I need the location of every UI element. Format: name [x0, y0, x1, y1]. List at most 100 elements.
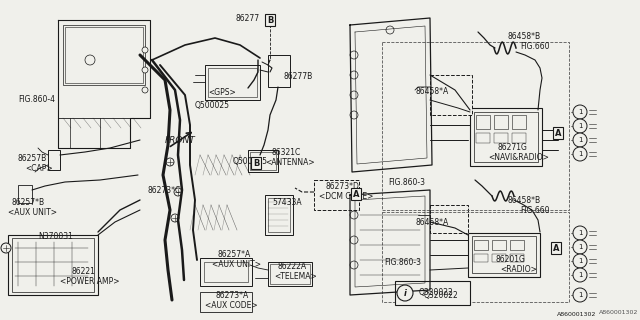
- Bar: [8, 235, 98, 295]
- Circle shape: [350, 236, 358, 244]
- Circle shape: [174, 188, 182, 196]
- Circle shape: [350, 91, 358, 99]
- Text: <CAP>: <CAP>: [25, 164, 52, 173]
- Bar: [494, 133, 508, 143]
- Text: i: i: [404, 289, 406, 298]
- Bar: [492, 254, 506, 262]
- Text: 86257B: 86257B: [18, 154, 47, 163]
- Text: 1: 1: [578, 244, 582, 250]
- Text: Q500025: Q500025: [195, 101, 230, 110]
- Text: 86222A: 86222A: [278, 262, 307, 271]
- Text: B: B: [267, 15, 273, 25]
- Bar: [474, 240, 488, 250]
- Bar: [270, 264, 310, 284]
- Text: A: A: [353, 189, 359, 198]
- Text: 86273*C: 86273*C: [148, 186, 181, 195]
- Text: 1: 1: [578, 258, 582, 264]
- Circle shape: [1, 243, 11, 253]
- Bar: [474, 112, 538, 162]
- Circle shape: [85, 55, 95, 65]
- Bar: [12, 238, 94, 292]
- Bar: [65, 27, 143, 83]
- Circle shape: [350, 71, 358, 79]
- Bar: [268, 262, 312, 286]
- Text: A: A: [553, 244, 559, 252]
- Text: <AUX UNIT>: <AUX UNIT>: [8, 208, 57, 217]
- Bar: [63, 25, 145, 85]
- Text: Q320022: Q320022: [419, 289, 454, 298]
- Circle shape: [573, 268, 587, 282]
- Text: B: B: [253, 158, 259, 167]
- Bar: [510, 240, 524, 250]
- Circle shape: [573, 226, 587, 240]
- Text: <AUX UNIT>: <AUX UNIT>: [212, 260, 261, 269]
- Circle shape: [142, 87, 148, 93]
- Text: <GPS>: <GPS>: [208, 88, 236, 97]
- Circle shape: [573, 240, 587, 254]
- Bar: [395, 281, 470, 305]
- Bar: [265, 195, 293, 235]
- Circle shape: [573, 147, 587, 161]
- Bar: [268, 198, 290, 232]
- Text: FIG.860-3: FIG.860-3: [384, 258, 421, 267]
- Bar: [470, 108, 542, 166]
- Text: Q500025: Q500025: [233, 157, 268, 166]
- Bar: [48, 150, 60, 170]
- Bar: [18, 185, 32, 203]
- Text: <POWER AMP>: <POWER AMP>: [60, 277, 120, 286]
- Text: 86458*B: 86458*B: [508, 196, 541, 205]
- Circle shape: [350, 51, 358, 59]
- Bar: [200, 292, 252, 312]
- Circle shape: [142, 67, 148, 73]
- Text: 86221: 86221: [72, 267, 96, 276]
- Bar: [200, 258, 252, 286]
- Bar: [250, 152, 276, 170]
- Bar: [476, 115, 490, 129]
- Bar: [268, 55, 290, 87]
- Text: 86277B: 86277B: [284, 72, 313, 81]
- Bar: [430, 205, 468, 233]
- Circle shape: [397, 285, 413, 301]
- Bar: [510, 254, 524, 262]
- Bar: [474, 254, 488, 262]
- Text: 1: 1: [578, 272, 582, 278]
- Text: 86458*A: 86458*A: [415, 87, 448, 96]
- Bar: [476, 133, 490, 143]
- Bar: [204, 262, 248, 282]
- Circle shape: [573, 133, 587, 147]
- Text: 86257*B: 86257*B: [12, 198, 45, 207]
- Circle shape: [386, 26, 394, 34]
- Text: 1: 1: [578, 292, 582, 298]
- Text: 1: 1: [578, 137, 582, 143]
- Text: 1: 1: [578, 151, 582, 157]
- Text: 86458*A: 86458*A: [415, 218, 448, 227]
- Circle shape: [142, 47, 148, 53]
- Text: 86257*A: 86257*A: [218, 250, 252, 259]
- Bar: [472, 236, 536, 273]
- Text: FIG.660: FIG.660: [520, 206, 550, 215]
- Circle shape: [573, 105, 587, 119]
- Text: A: A: [555, 129, 561, 138]
- Bar: [492, 240, 506, 250]
- Text: A860001302: A860001302: [557, 312, 596, 317]
- Text: 86277: 86277: [235, 14, 259, 23]
- Text: FIG.860-4: FIG.860-4: [18, 95, 55, 104]
- Bar: [248, 150, 278, 172]
- Bar: [512, 115, 526, 129]
- Text: <RADIO>: <RADIO>: [500, 265, 537, 274]
- Text: 86458*B: 86458*B: [508, 32, 541, 41]
- Bar: [512, 133, 526, 143]
- Text: FRONT: FRONT: [165, 136, 196, 145]
- Circle shape: [573, 119, 587, 133]
- Circle shape: [573, 254, 587, 268]
- Circle shape: [171, 214, 179, 222]
- Circle shape: [350, 111, 358, 119]
- Text: <AUX CODE>: <AUX CODE>: [205, 301, 258, 310]
- Text: 86201G: 86201G: [496, 255, 526, 264]
- Text: 86271G: 86271G: [498, 143, 528, 152]
- Text: 86321C: 86321C: [271, 148, 300, 157]
- Bar: [314, 180, 359, 210]
- Text: 86273*D: 86273*D: [326, 182, 360, 191]
- Text: <TELEMA>: <TELEMA>: [274, 272, 317, 281]
- Text: 57433A: 57433A: [272, 198, 301, 207]
